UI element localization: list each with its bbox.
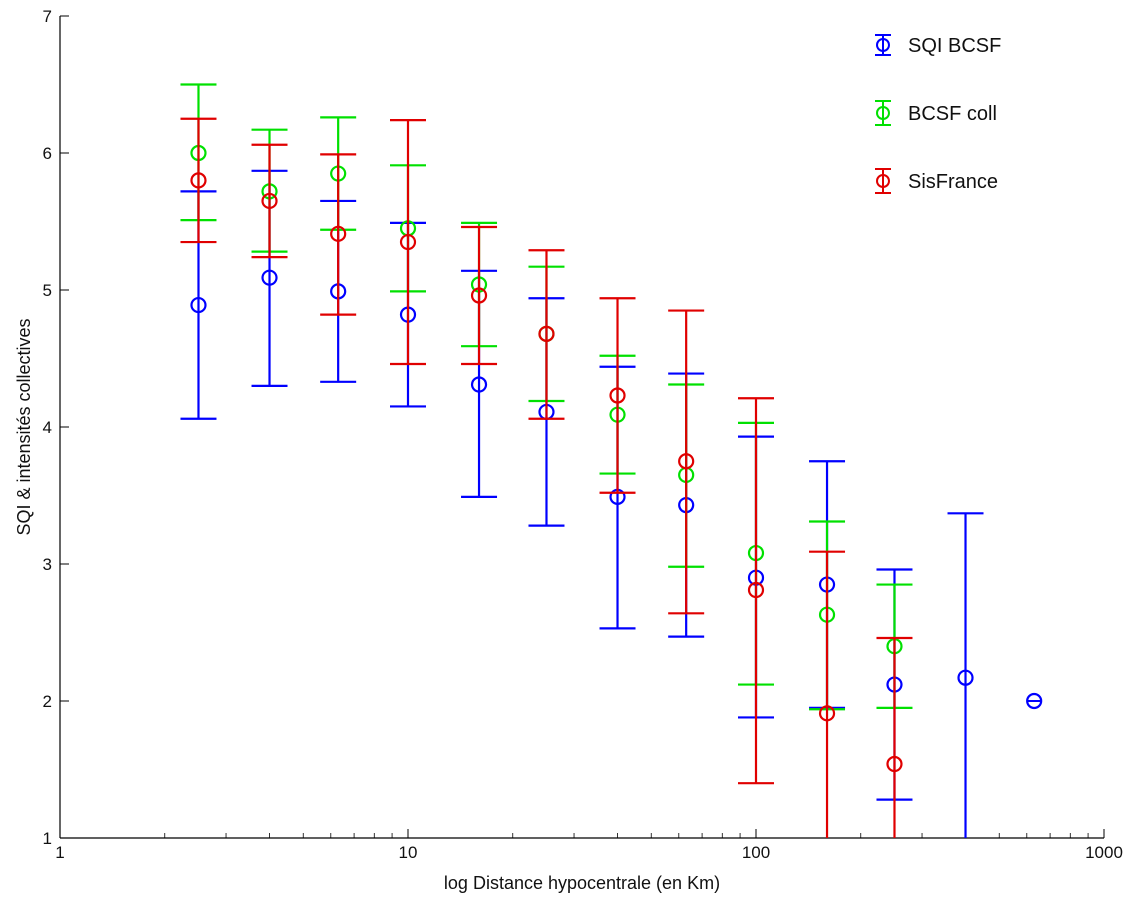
x-tick-label: 10 (399, 843, 418, 862)
legend-item-1: SQI BCSF (875, 34, 1001, 57)
axes: 1 10 100 1000 1 2 3 4 5 6 7 (43, 7, 1123, 862)
y-tick-label: 7 (43, 7, 52, 26)
legend-marker (876, 174, 890, 188)
data-series (180, 83, 1043, 838)
legend-label: SQI BCSF (908, 35, 1001, 57)
y-tick-label: 6 (43, 144, 52, 163)
legend-item-3: SisFrance (875, 168, 998, 194)
data-point (609, 387, 626, 404)
legend-marker (876, 106, 890, 120)
legend: SQI BCSF BCSF coll SisFrance (875, 34, 1001, 194)
legend-item-2: BCSF coll (875, 100, 997, 126)
plot-area (60, 16, 1104, 838)
y-tick-label: 2 (43, 692, 52, 711)
data-point (1026, 692, 1043, 710)
y-tick-label: 3 (43, 555, 52, 574)
y-tick-label: 4 (43, 418, 52, 437)
data-point (261, 192, 278, 210)
legend-label: BCSF coll (908, 103, 997, 125)
y-tick-label: 1 (43, 829, 52, 848)
y-axis-title: SQI & intensités collectives (14, 318, 34, 535)
data-point (190, 296, 207, 314)
data-point (747, 581, 765, 599)
data-point (399, 233, 417, 251)
data-point (470, 287, 488, 304)
x-tick-label: 1000 (1085, 843, 1123, 862)
data-point (261, 269, 278, 286)
data-point (678, 453, 695, 470)
data-point (330, 225, 347, 242)
series-1 (180, 169, 1043, 838)
y-tick-label: 5 (43, 281, 52, 300)
series-3 (180, 117, 913, 838)
x-axis-title: log Distance hypocentrale (en Km) (444, 873, 720, 893)
x-tick-label: 1 (55, 843, 64, 862)
data-point (190, 172, 207, 189)
data-point (470, 376, 488, 393)
legend-marker (876, 38, 890, 52)
x-tick-label: 100 (742, 843, 770, 862)
data-point (886, 755, 903, 773)
legend-label: SisFrance (908, 171, 998, 193)
data-point (538, 325, 555, 342)
data-point (818, 705, 836, 722)
data-point (957, 669, 974, 686)
